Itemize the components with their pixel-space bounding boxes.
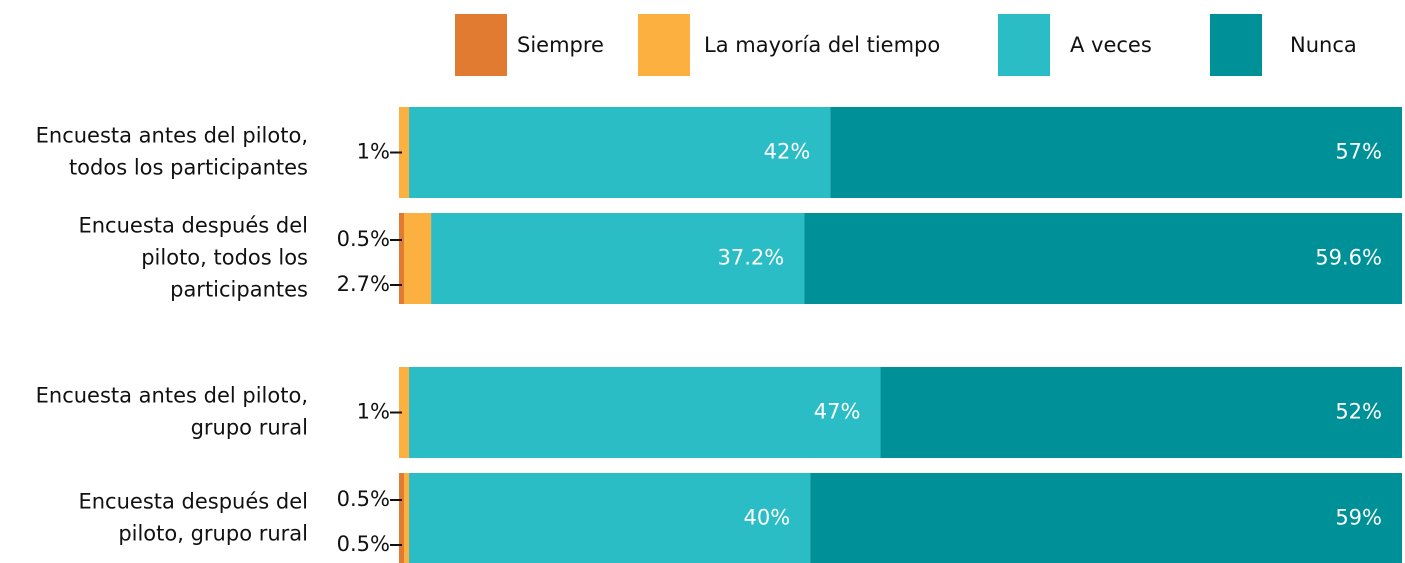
value-label: 59% [1335, 506, 1382, 530]
value-label: 47% [814, 400, 861, 424]
bar-segment [810, 473, 1402, 563]
bar-segment [409, 367, 881, 458]
bar-segment [409, 107, 831, 198]
category-label: Encuesta después del piloto, todos los par… [78, 214, 308, 302]
bar-segment [399, 473, 405, 563]
bar-segment [409, 473, 811, 563]
bar-segment [404, 473, 410, 563]
value-label: 1% [357, 400, 390, 424]
value-label: 0.5% [337, 532, 390, 556]
bar-segment [404, 213, 432, 304]
value-label: 59.6% [1315, 246, 1382, 270]
bar-segment [399, 367, 410, 458]
category-label: Encuesta antes del piloto, todos los part… [36, 124, 308, 180]
value-label: 37.2% [717, 246, 784, 270]
category-label: Encuesta después del piloto, grupo rural [78, 490, 308, 546]
legend-label: A veces [1070, 33, 1152, 57]
legend-swatch [1210, 14, 1262, 76]
value-label: 52% [1335, 400, 1382, 424]
bar-segment [399, 213, 405, 304]
legend-swatch [455, 14, 507, 76]
legend-label: La mayoría del tiempo [704, 33, 940, 57]
value-label: 40% [744, 506, 791, 530]
value-label: 2.7% [337, 272, 390, 296]
bar-segment [830, 107, 1402, 198]
legend-swatch [998, 14, 1050, 76]
legend-label: Siempre [517, 33, 604, 57]
legend-swatch [638, 14, 690, 76]
value-label: 1% [357, 140, 390, 164]
legend-label: Nunca [1290, 33, 1357, 57]
bar-segment [804, 213, 1402, 304]
bar-segment [399, 107, 410, 198]
value-label: 0.5% [337, 227, 390, 251]
value-label: 0.5% [337, 487, 390, 511]
category-label: Encuesta antes del piloto, grupo rural [36, 384, 308, 440]
bar-segment [880, 367, 1402, 458]
value-label: 42% [764, 140, 811, 164]
value-label: 57% [1335, 140, 1382, 164]
bar-segment [431, 213, 805, 304]
